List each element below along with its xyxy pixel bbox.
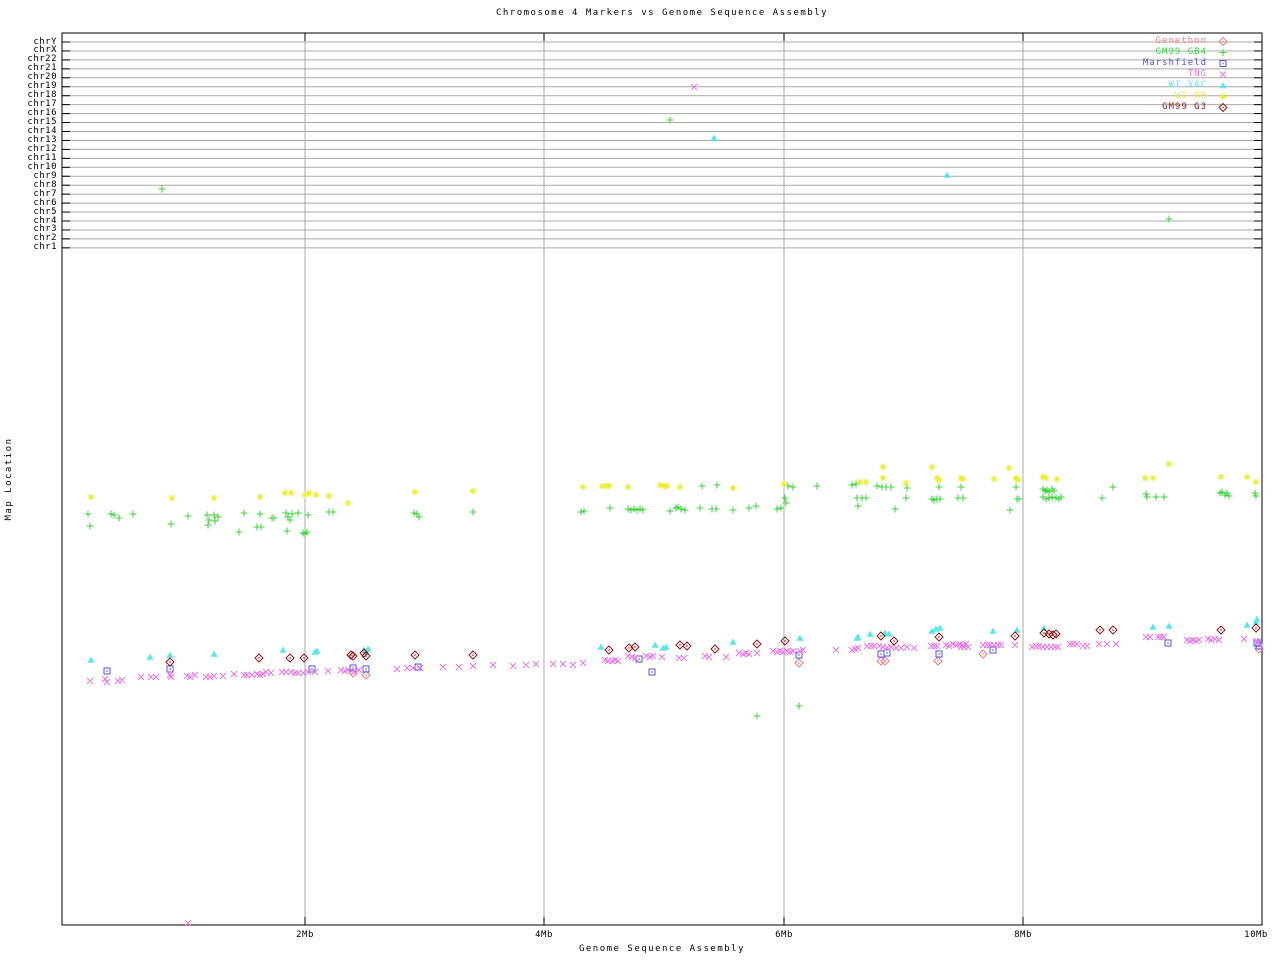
legend-marker-plus-icon <box>1219 49 1227 56</box>
series-genethon <box>348 644 1264 680</box>
legend-label: GM99 GB4 <box>1155 47 1207 57</box>
series-wi-rh-legend <box>1219 93 1227 100</box>
series-tng-legend <box>1219 71 1227 78</box>
legend-label: GM99 G3 <box>1162 102 1207 112</box>
x-tick-label-2Mb: 2Mb <box>296 930 314 940</box>
series-tng <box>86 83 1262 927</box>
legend-row-genethon: Genethon <box>1143 36 1245 47</box>
legend-label: TNG <box>1187 69 1207 79</box>
chromosome-label-chr7: chr7 <box>33 188 57 199</box>
chromosome-label-chr10: chr10 <box>27 161 57 172</box>
legend-row-gm99-g3: GM99 G3 <box>1143 102 1245 113</box>
series-gm99-gb4-legend <box>1219 49 1227 56</box>
chromosome-label-chrX: chrX <box>33 45 57 56</box>
chromosome-label-chr22: chr22 <box>27 54 57 65</box>
x-tick-label-10Mb: 10Mb <box>1244 930 1268 940</box>
y-axis-title: Map Location <box>4 437 14 521</box>
legend-label: Genethon <box>1155 36 1207 46</box>
series-gm99-g3 <box>165 623 1261 667</box>
legend-row-tng: TNG <box>1143 69 1245 80</box>
legend-label: WI YAC <box>1168 80 1207 90</box>
chromosome-label-chr8: chr8 <box>33 179 57 190</box>
series-wi-yac-legend <box>1219 82 1227 89</box>
series-gm99-gb4 <box>84 116 1260 720</box>
chromosome-label-chr18: chr18 <box>27 90 57 101</box>
legend-row-wi-rh: WI RH <box>1143 91 1245 102</box>
x-tick-label-6Mb: 6Mb <box>775 930 793 940</box>
series-wi-yac <box>87 134 1261 663</box>
legend-marker-open-diamond-icon <box>1218 36 1228 47</box>
chromosome-label-chr17: chr17 <box>27 99 57 110</box>
legend-row-gm99-gb4: GM99 GB4 <box>1143 47 1245 58</box>
series-genethon-legend <box>1218 36 1228 47</box>
legend-marker-square-dot-icon <box>1219 60 1227 67</box>
series-marshfield-legend <box>1219 60 1227 67</box>
chromosome-label-chr21: chr21 <box>27 63 57 74</box>
legend-row-marshfield: Marshfield <box>1143 58 1245 69</box>
legend: Genethon GM99 GB4 Marshfield TNG WI YAC WI RH… <box>1143 36 1245 113</box>
legend-marker-triangle-icon <box>1219 82 1227 89</box>
chromosome-label-chr2: chr2 <box>33 233 57 244</box>
x-axis-title: Genome Sequence Assembly <box>578 944 746 954</box>
series-wi-rh <box>87 460 1260 507</box>
legend-marker-star-icon <box>1219 93 1227 100</box>
plot-border <box>61 32 1263 926</box>
chromosome-label-chr15: chr15 <box>27 117 57 128</box>
chromosome-label-chr1: chr1 <box>33 242 57 253</box>
chromosome-label-chrY: chrY <box>33 36 57 47</box>
x-tick-label-4Mb: 4Mb <box>535 930 553 940</box>
legend-label: WI RH <box>1174 91 1207 101</box>
x-tick-label-8Mb: 8Mb <box>1014 930 1032 940</box>
series-gm99-g3-legend <box>1218 102 1228 113</box>
chart-title: Chromosome 4 Markers vs Genome Sequence … <box>495 8 829 18</box>
legend-row-wi-yac: WI YAC <box>1143 80 1245 91</box>
chromosome-label-chr9: chr9 <box>33 170 57 181</box>
chromosome-label-chr20: chr20 <box>27 72 57 83</box>
chromosome-label-chr12: chr12 <box>27 143 57 154</box>
chromosome-label-chr11: chr11 <box>27 152 57 163</box>
chromosome-label-chr16: chr16 <box>27 108 57 119</box>
chromosome-label-chr14: chr14 <box>27 126 57 136</box>
chromosome-label-chr4: chr4 <box>33 215 57 226</box>
chromosome-label-chr5: chr5 <box>33 206 57 217</box>
chromosome-label-chr19: chr19 <box>27 81 57 92</box>
chromosome-label-chr3: chr3 <box>33 224 57 235</box>
legend-label: Marshfield <box>1142 58 1207 68</box>
series-dots <box>169 627 1257 663</box>
chromosome-label-chr6: chr6 <box>33 197 57 208</box>
chromosome-label-chr13: chr13 <box>27 134 57 145</box>
legend-marker-x-icon <box>1219 71 1227 78</box>
legend-marker-open-diamond-icon <box>1218 102 1228 113</box>
